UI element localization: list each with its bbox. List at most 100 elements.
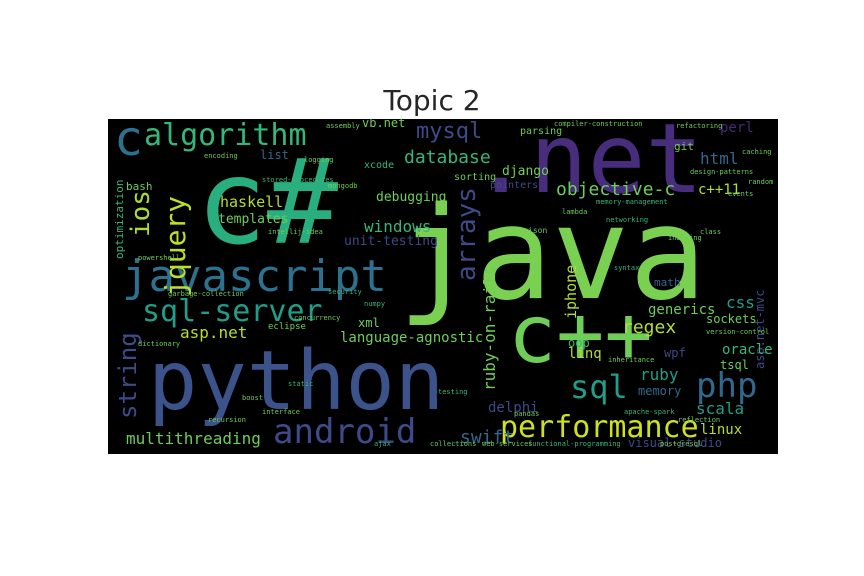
word-encoding: encoding xyxy=(204,152,238,160)
word-django: django xyxy=(502,164,549,179)
word-concurrency: concurrency xyxy=(294,314,341,322)
word-web-services: web-services xyxy=(482,440,533,448)
word-sockets: sockets xyxy=(706,312,757,326)
word-numpy: numpy xyxy=(364,300,386,308)
word-iphone: iphone xyxy=(562,264,580,319)
word-objective-c: objective-c xyxy=(556,179,676,200)
word-apache-spark: apache-spark xyxy=(624,408,675,416)
word-xcode: xcode xyxy=(364,160,395,171)
word-oracle: oracle xyxy=(722,342,773,358)
word-ruby: ruby xyxy=(640,365,679,384)
word-csharp: c# xyxy=(196,133,339,271)
word-performance: performance xyxy=(500,410,699,445)
word-debugging: debugging xyxy=(376,190,447,205)
word-windows: windows xyxy=(364,217,432,236)
word-collections: collections xyxy=(430,440,477,448)
word-postgresql: postgresql xyxy=(660,440,703,448)
word-arrays: arrays xyxy=(452,187,482,281)
word-testing: testing xyxy=(438,388,468,396)
word-html: html xyxy=(700,149,739,168)
word-delphi: delphi xyxy=(488,400,539,416)
word-lambda: lambda xyxy=(562,208,588,216)
word-database: database xyxy=(404,147,491,168)
word-class: class xyxy=(700,228,722,236)
word-design-patterns: design-patterns xyxy=(690,168,754,176)
word-version-control: version-control xyxy=(706,328,770,336)
word-parsing: parsing xyxy=(520,126,563,137)
word-haskell: haskell xyxy=(220,193,284,211)
word-assembly: assembly xyxy=(326,122,360,130)
word-optimization: optimization xyxy=(113,179,126,259)
word-powershell: powershell xyxy=(138,254,181,262)
word-garbage-collection: garbage-collection xyxy=(168,290,244,298)
word-ios: ios xyxy=(126,190,156,237)
word-cloud: java c# .net python c++ javascript c alg… xyxy=(108,119,778,454)
word-bash: bash xyxy=(126,180,153,193)
word-scala: scala xyxy=(696,399,745,418)
word-stored-procedures: stored-procedures xyxy=(262,176,334,184)
word-python: python xyxy=(148,334,445,429)
word-security: security xyxy=(328,288,362,296)
word-sql: sql xyxy=(570,368,628,406)
word-templates: templates xyxy=(218,212,289,227)
word-tsql: tsql xyxy=(720,358,749,372)
word-sorting: sorting xyxy=(454,172,497,183)
word-static: static xyxy=(288,380,314,388)
word-linq: linq xyxy=(568,346,602,362)
word-linux: linux xyxy=(700,422,743,438)
word-mysql: mysql xyxy=(416,119,483,144)
word-math: math xyxy=(654,276,681,289)
word-json: json xyxy=(528,226,548,235)
word-inheritance: inheritance xyxy=(608,356,655,364)
word-algorithm: algorithm xyxy=(144,119,307,153)
word-visual-studio: visual-studio xyxy=(628,436,722,450)
word-css: css xyxy=(726,293,755,312)
word-generics: generics xyxy=(648,302,716,318)
word-swift: swift xyxy=(460,427,515,448)
chart-title: Topic 2 xyxy=(383,84,481,117)
word-functional-programming: functional-programming xyxy=(528,440,621,448)
word-eclipse: eclipse xyxy=(268,322,306,332)
word-unit-testing: unit-testing xyxy=(344,234,438,249)
word-dotnet: .net xyxy=(472,119,704,215)
word-dictionary: dictionary xyxy=(138,340,181,348)
word-android: android xyxy=(273,412,417,452)
word-language-agnostic: language-agnostic xyxy=(340,330,484,346)
word-xml: xml xyxy=(358,316,380,330)
word-memory: memory xyxy=(638,384,682,398)
word-perl: perl xyxy=(720,120,754,136)
word-ruby-on-rails: ruby-on-rails xyxy=(480,265,499,391)
word-wpf: wpf xyxy=(664,346,686,360)
word-recursion: recursion xyxy=(208,416,246,424)
word-javascript: javascript xyxy=(122,251,387,302)
word-memory-management: memory-management xyxy=(596,198,668,206)
word-caching: caching xyxy=(742,148,772,156)
word-intellij-idea: intellij-idea xyxy=(268,228,323,236)
word-refactoring: refactoring xyxy=(676,122,723,130)
word-mongodb: mongodb xyxy=(328,182,358,190)
word-events: events xyxy=(728,190,754,198)
word-string: string xyxy=(114,332,142,419)
word-pandas: pandas xyxy=(514,410,540,418)
word-c: c xyxy=(114,119,143,167)
word-oop: oop xyxy=(568,336,590,350)
word-random: random xyxy=(748,178,774,186)
word-indexing: indexing xyxy=(668,234,702,242)
word-jquery: jquery xyxy=(159,195,192,297)
word-reflection: reflection xyxy=(678,416,721,424)
word-java: java xyxy=(398,180,707,329)
word-sql-server: sql-server xyxy=(142,294,323,329)
word-multithreading: multithreading xyxy=(126,429,261,448)
word-boost: boost xyxy=(242,394,264,402)
word-cpp11: c++11 xyxy=(698,182,741,198)
word-regex: regex xyxy=(622,317,677,338)
word-git: git xyxy=(674,140,694,153)
word-vbnet: vb.net xyxy=(362,119,406,130)
word-aspnet: asp.net xyxy=(180,323,248,342)
word-php: php xyxy=(696,366,758,406)
word-list: list xyxy=(260,148,289,162)
word-cpp: c++ xyxy=(508,288,653,381)
word-pointers: pointers xyxy=(490,180,539,191)
word-ajax: ajax xyxy=(374,440,391,448)
word-compiler-construction: compiler-construction xyxy=(554,120,643,128)
